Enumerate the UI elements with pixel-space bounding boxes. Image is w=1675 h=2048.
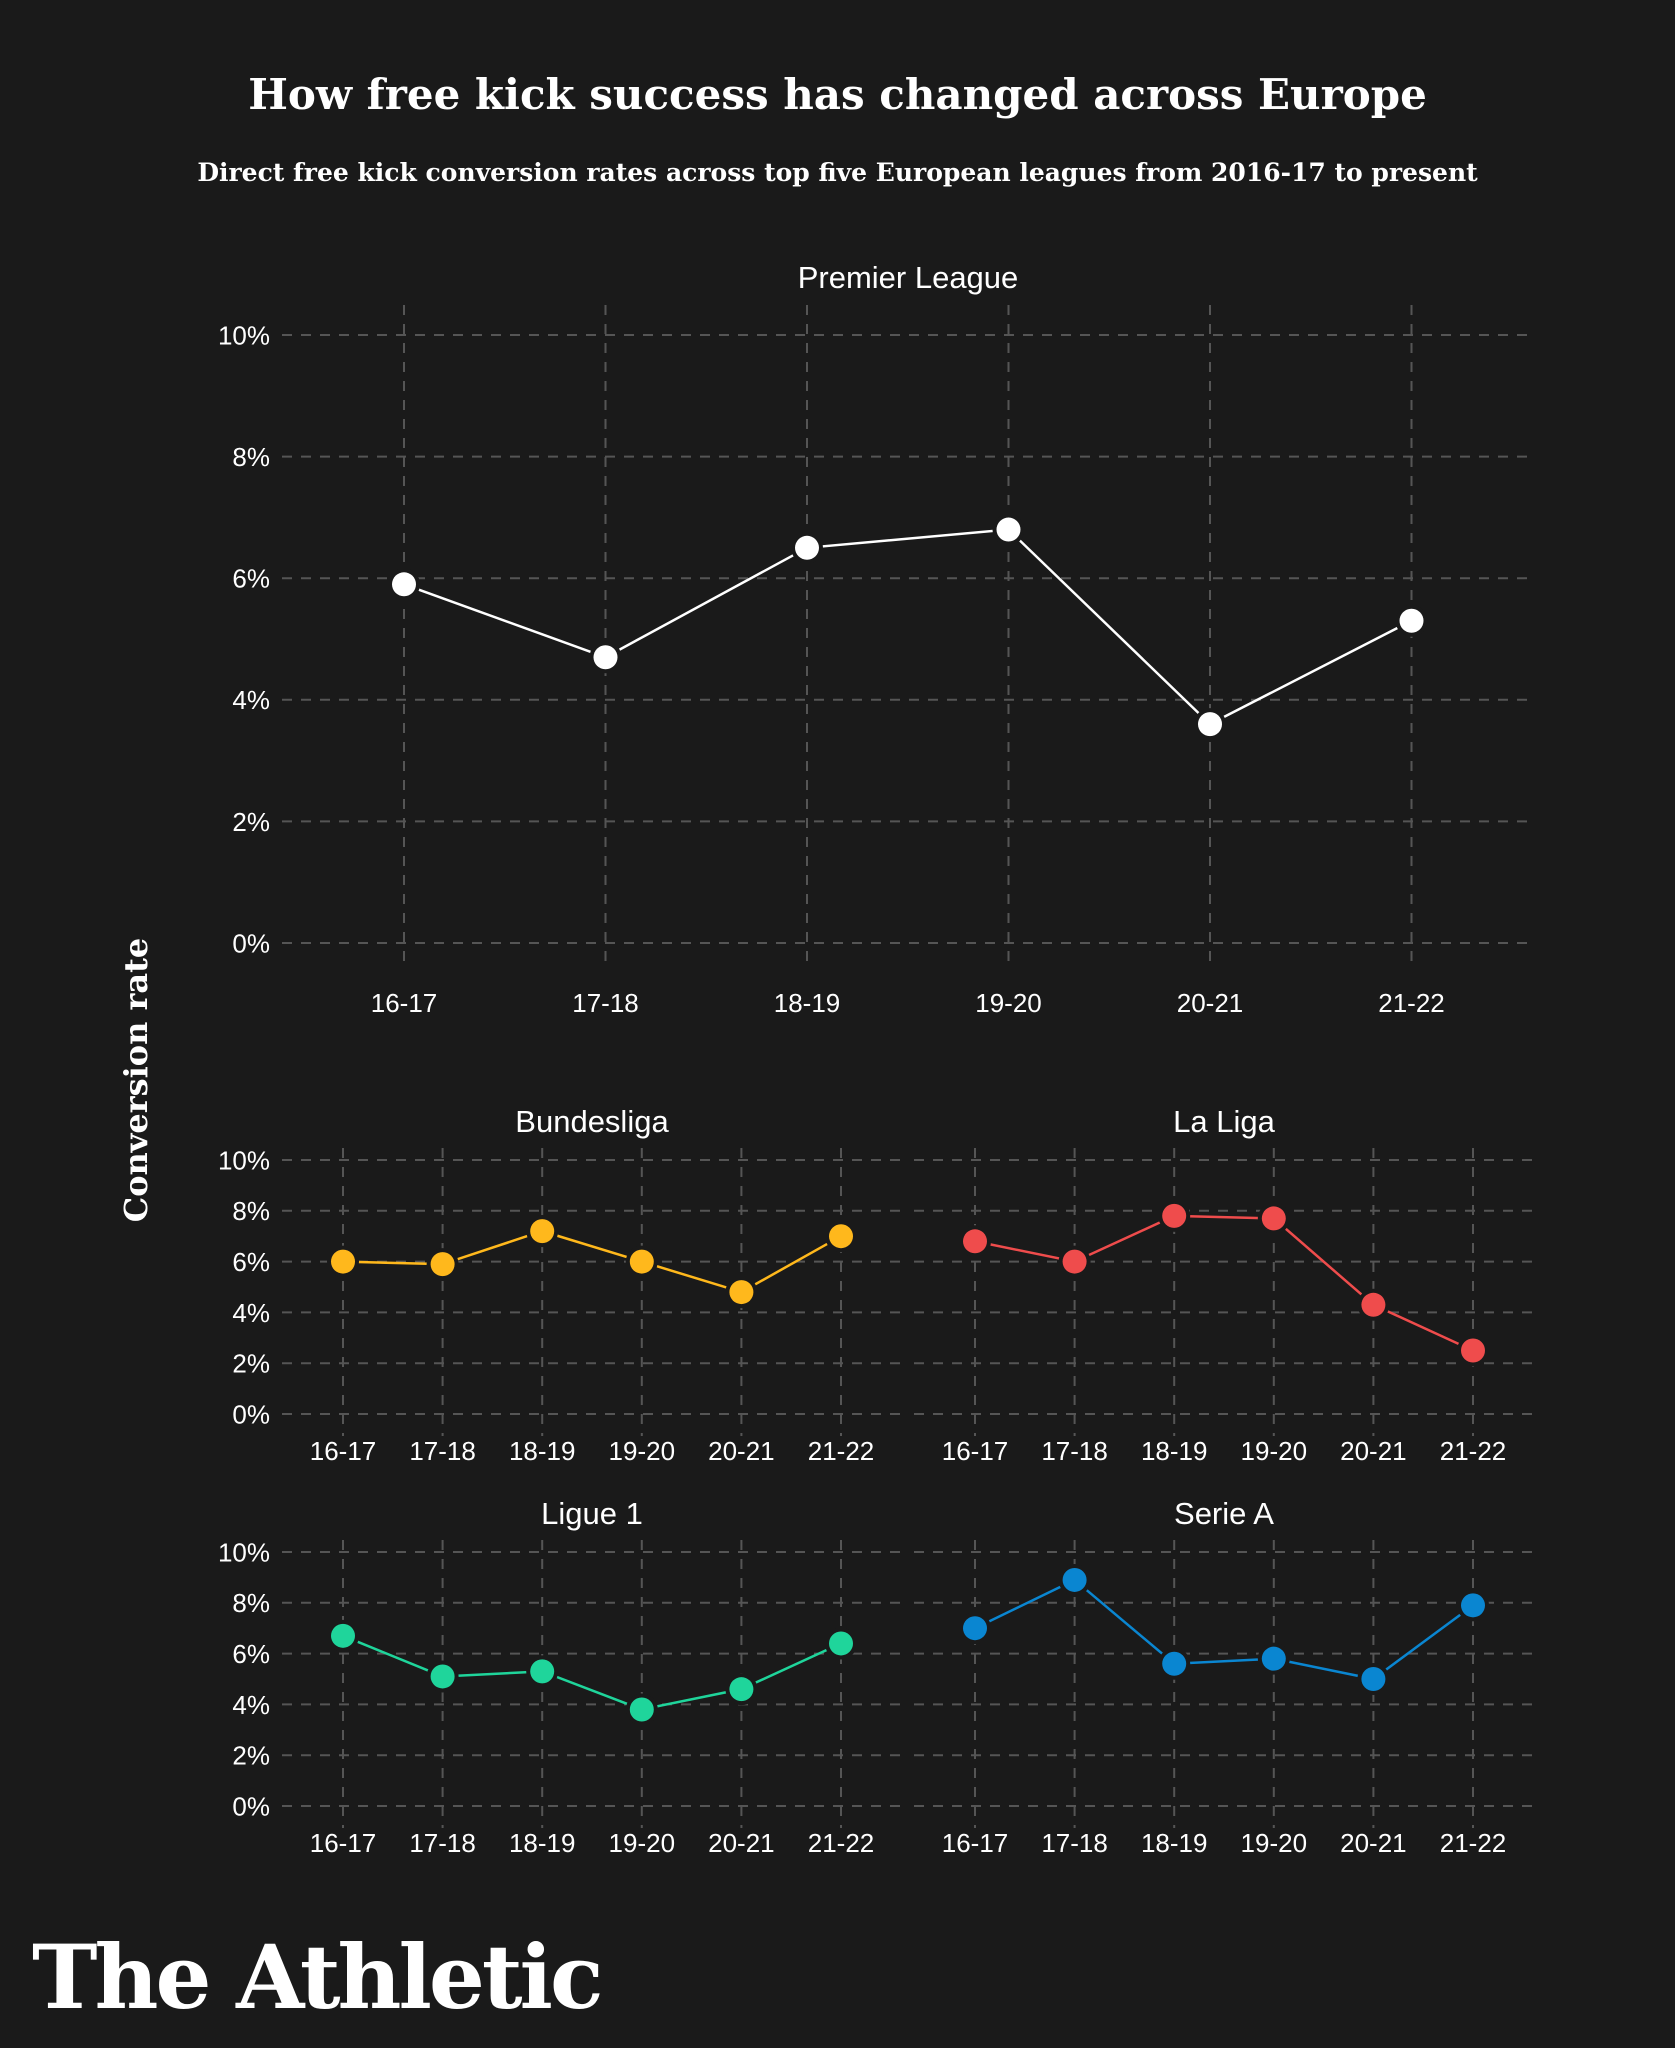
y-tick-label: 8% — [232, 1196, 270, 1226]
x-tick-label: 17-18 — [572, 988, 639, 1018]
data-point — [795, 535, 819, 560]
the-athletic-logo: The Athletic — [32, 1925, 604, 2029]
serie-a-series-line — [974, 1578, 1474, 1681]
x-tick-label: 17-18 — [1041, 1828, 1108, 1858]
y-tick-label: 4% — [232, 1298, 270, 1328]
x-tick-label: 21-22 — [1378, 988, 1445, 1018]
y-tick-label: 2% — [232, 1741, 270, 1771]
data-point — [629, 1697, 654, 1722]
x-tick-label: 17-18 — [1041, 1436, 1108, 1466]
serie-a-panel: 16-17 17-18 18-19 19-20 20-21 21-22 Serie A — [914, 1496, 1535, 1858]
x-tick-label: 18-19 — [509, 1828, 576, 1858]
x-tick-label: 19-20 — [609, 1828, 676, 1858]
x-tick-label: 16-17 — [942, 1828, 1009, 1858]
y-tick-label: 2% — [232, 1349, 270, 1379]
x-tick-label: 19-20 — [975, 988, 1042, 1018]
data-point — [1361, 1292, 1386, 1317]
la-liga-panel: 16-17 17-18 18-19 19-20 20-21 21-22 La Liga — [914, 1104, 1535, 1466]
bundesliga-panel: 0% 2% 4% 6% 8% 10% 16-17 17-18 18-19 19-20 20-21 21… — [218, 1104, 905, 1466]
y-tick-label: 6% — [232, 1639, 270, 1669]
data-point — [392, 572, 416, 597]
data-point — [629, 1249, 654, 1274]
x-tick-label: 16-17 — [310, 1828, 377, 1858]
y-tick-label: 10% — [218, 1537, 270, 1567]
bundesliga-series-line — [342, 1229, 842, 1294]
x-tick-label: 20-21 — [1340, 1828, 1407, 1858]
data-point — [1261, 1646, 1286, 1671]
data-point — [331, 1249, 355, 1274]
data-point — [963, 1229, 987, 1254]
y-tick-label: 8% — [232, 442, 270, 472]
y-tick-label: 0% — [232, 1791, 270, 1821]
x-tick-label: 19-20 — [609, 1436, 676, 1466]
x-tick-label: 18-19 — [1141, 1436, 1208, 1466]
data-point — [1461, 1593, 1485, 1618]
x-tick-label: 21-22 — [808, 1436, 875, 1466]
data-point — [996, 517, 1021, 542]
data-point — [1399, 608, 1424, 633]
ligue-1-series-line — [342, 1634, 842, 1711]
data-point — [1062, 1249, 1087, 1274]
data-point — [1162, 1203, 1187, 1228]
x-tick-label: 18-19 — [774, 988, 841, 1018]
data-point — [729, 1280, 754, 1305]
data-point — [963, 1616, 987, 1641]
data-point — [1461, 1338, 1485, 1363]
x-tick-label: 16-17 — [371, 988, 438, 1018]
data-point — [829, 1631, 853, 1656]
data-point — [1062, 1567, 1087, 1592]
y-tick-label: 10% — [218, 1145, 270, 1175]
data-point — [1361, 1667, 1386, 1691]
premier-league-title: Premier League — [798, 260, 1019, 295]
y-tick-label: 4% — [232, 685, 270, 715]
data-point — [1261, 1206, 1286, 1231]
premier-league-series-line — [403, 528, 1413, 726]
ligue-1-title: Ligue 1 — [541, 1496, 643, 1531]
data-point — [829, 1224, 853, 1249]
y-tick-label: 6% — [232, 1247, 270, 1277]
x-tick-label: 17-18 — [409, 1828, 476, 1858]
y-tick-label: 8% — [232, 1588, 270, 1618]
y-tick-label: 2% — [232, 807, 270, 837]
x-tick-label: 19-20 — [1241, 1828, 1308, 1858]
x-tick-label: 16-17 — [942, 1436, 1009, 1466]
x-tick-label: 18-19 — [1141, 1828, 1208, 1858]
x-tick-label: 21-22 — [808, 1828, 875, 1858]
bundesliga-title: Bundesliga — [515, 1104, 669, 1139]
data-point — [593, 645, 618, 670]
y-tick-label: 0% — [232, 1399, 270, 1429]
x-tick-label: 21-22 — [1440, 1828, 1507, 1858]
x-tick-label: 20-21 — [708, 1828, 775, 1858]
x-tick-label: 21-22 — [1440, 1436, 1507, 1466]
y-tick-label: 0% — [232, 928, 270, 958]
data-point — [1162, 1651, 1187, 1676]
chart-title: How free kick success has changed across… — [248, 70, 1427, 119]
serie-a-title: Serie A — [1174, 1496, 1274, 1531]
data-point — [530, 1219, 555, 1244]
x-tick-label: 19-20 — [1241, 1436, 1308, 1466]
y-tick-label: 10% — [218, 320, 270, 350]
x-tick-label: 17-18 — [409, 1436, 476, 1466]
la-liga-series-line — [974, 1214, 1474, 1352]
x-tick-label: 18-19 — [509, 1436, 576, 1466]
la-liga-title: La Liga — [1173, 1104, 1275, 1139]
premier-league-panel: 0% 2% 4% 6% 8% 10% 16-17 17-18 18-19 19-20 20-21 21… — [218, 260, 1535, 1018]
data-point — [430, 1252, 455, 1277]
x-tick-label: 16-17 — [310, 1436, 377, 1466]
x-tick-label: 20-21 — [1340, 1436, 1407, 1466]
data-point — [729, 1677, 754, 1702]
y-tick-label: 6% — [232, 564, 270, 594]
x-tick-label: 20-21 — [708, 1436, 775, 1466]
y-tick-label: 4% — [232, 1690, 270, 1720]
chart-subtitle: Direct free kick conversion rates across… — [197, 158, 1478, 187]
x-tick-label: 20-21 — [1177, 988, 1244, 1018]
data-point — [530, 1659, 555, 1684]
data-point — [430, 1664, 455, 1689]
data-point — [1198, 712, 1222, 737]
ligue-1-panel: 0% 2% 4% 6% 8% 10% 16-17 17-18 18-19 19-20 20-21 21… — [218, 1496, 905, 1858]
data-point — [331, 1623, 355, 1648]
